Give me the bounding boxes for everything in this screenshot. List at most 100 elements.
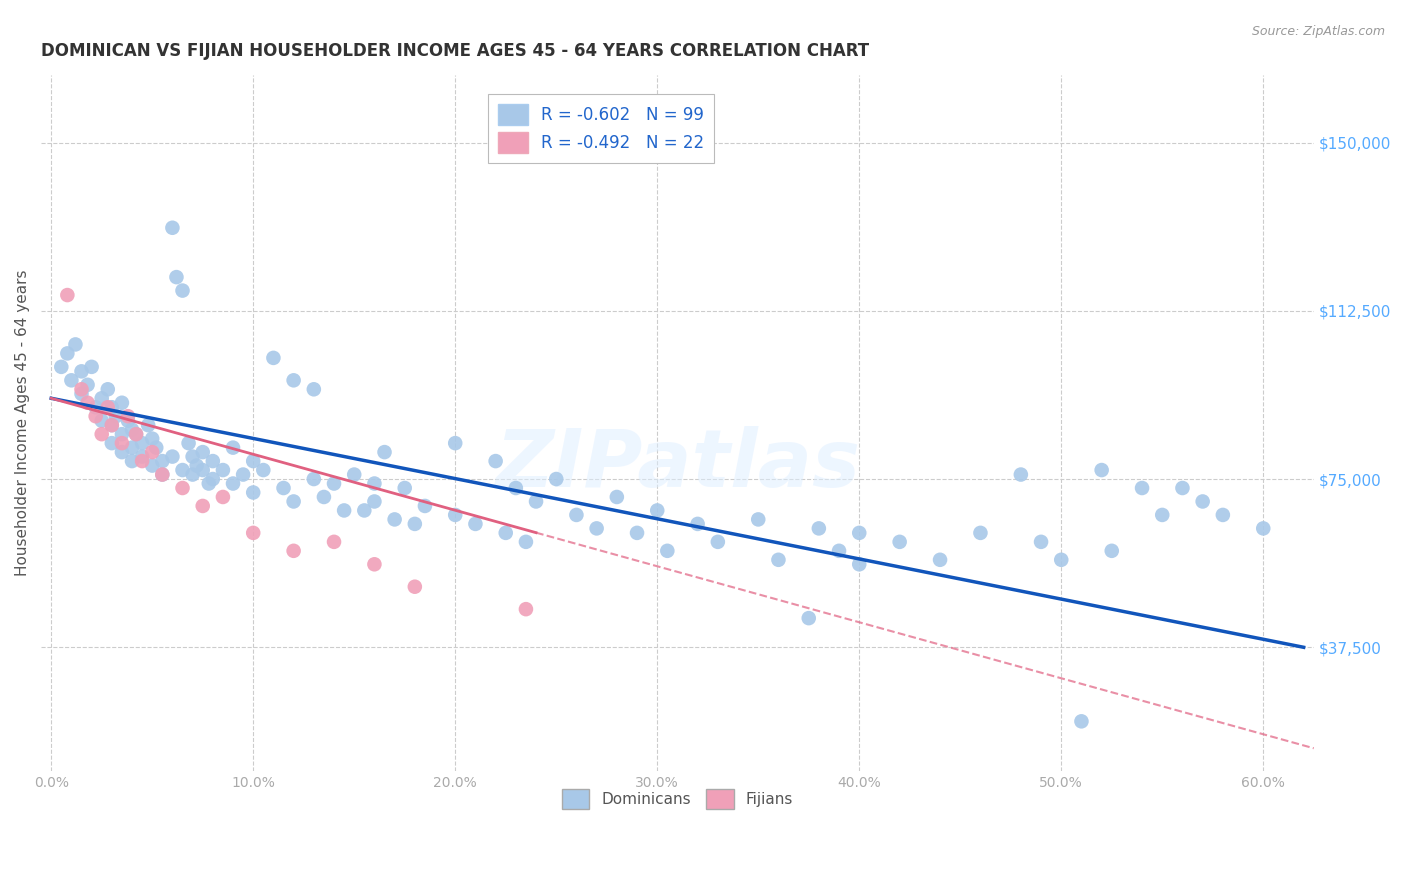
Point [807,521,830,535]
Point [90,427,112,442]
Point [495,525,517,540]
Point [505,481,527,495]
Point [242,485,264,500]
Point [969,525,991,540]
Point [131,450,153,464]
Point [141,445,163,459]
Point [546,472,568,486]
Point [125,427,148,442]
Point [283,544,305,558]
Point [515,534,537,549]
Point [111,445,134,459]
Point [273,481,295,495]
Point [51,359,73,374]
Point [162,220,184,235]
Point [828,544,851,558]
Point [111,396,134,410]
Text: Source: ZipAtlas.com: Source: ZipAtlas.com [1251,25,1385,38]
Point [1130,481,1153,495]
Point [1091,463,1114,477]
Point [131,454,153,468]
Point [97,382,120,396]
Text: DOMINICAN VS FIJIAN HOUSEHOLDER INCOME AGES 45 - 64 YEARS CORRELATION CHART: DOMINICAN VS FIJIAN HOUSEHOLDER INCOME A… [41,42,869,60]
Legend: Dominicans, Fijians: Dominicans, Fijians [555,783,800,815]
Point [70,382,93,396]
Point [222,441,245,455]
Point [606,490,628,504]
Point [524,494,547,508]
Point [117,414,139,428]
Point [76,377,98,392]
Point [848,558,870,572]
Point [515,602,537,616]
Point [191,499,214,513]
Point [1171,481,1194,495]
Point [117,409,139,424]
Point [363,558,385,572]
Point [323,476,346,491]
Point [1152,508,1174,522]
Point [404,580,426,594]
Point [485,454,508,468]
Point [121,454,143,468]
Point [222,476,245,491]
Point [242,454,264,468]
Point [363,494,385,508]
Point [145,441,167,455]
Point [121,423,143,437]
Point [101,418,124,433]
Point [177,436,200,450]
Point [181,450,204,464]
Point [707,534,730,549]
Point [136,418,159,433]
Point [302,472,325,486]
Point [76,396,98,410]
Point [302,382,325,396]
Point [768,553,790,567]
Point [797,611,820,625]
Point [929,553,952,567]
Point [645,503,668,517]
Point [1050,553,1073,567]
Point [404,516,426,531]
Point [125,427,148,442]
Point [172,284,194,298]
Point [201,454,224,468]
Point [848,525,870,540]
Point [283,494,305,508]
Point [384,512,406,526]
Point [70,364,93,378]
Point [889,534,911,549]
Point [111,436,134,450]
Point [111,427,134,442]
Point [84,401,107,415]
Point [197,476,219,491]
Point [1101,544,1123,558]
Point [101,436,124,450]
Y-axis label: Householder Income Ages 45 - 64 years: Householder Income Ages 45 - 64 years [15,269,30,576]
Point [186,458,208,473]
Point [65,337,87,351]
Point [84,409,107,424]
Point [162,450,184,464]
Point [242,525,264,540]
Point [323,534,346,549]
Point [191,463,214,477]
Point [212,490,235,504]
Point [101,401,124,415]
Point [565,508,588,522]
Point [1251,521,1274,535]
Point [150,467,173,482]
Point [150,467,173,482]
Point [141,458,163,473]
Point [686,516,709,531]
Point [166,270,188,285]
Point [181,467,204,482]
Point [60,373,83,387]
Point [172,481,194,495]
Point [444,436,467,450]
Point [394,481,416,495]
Point [90,391,112,405]
Point [80,359,103,374]
Point [747,512,769,526]
